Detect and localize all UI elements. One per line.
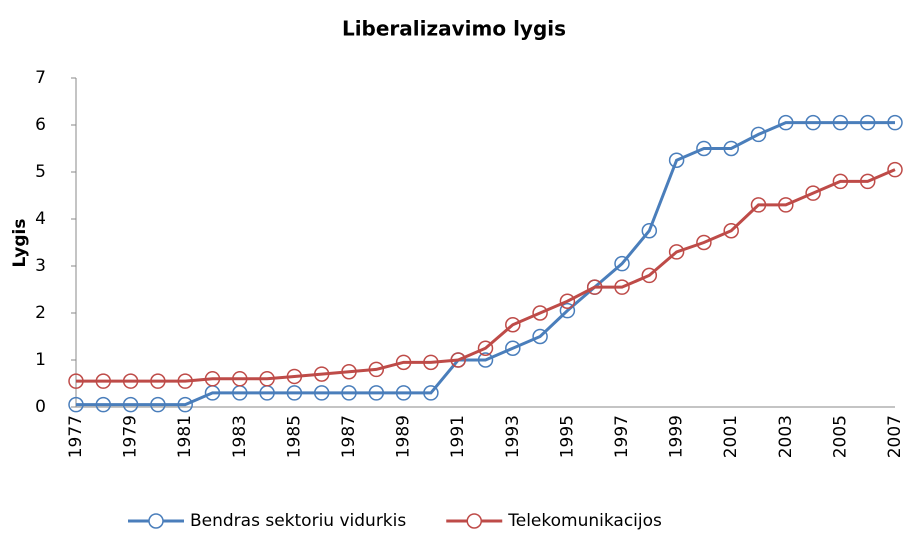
marker — [150, 373, 166, 389]
y-tick-label: 4 — [35, 209, 46, 229]
x-tick-label: 2007 — [885, 415, 905, 458]
marker — [313, 366, 330, 382]
chart-title: Liberalizavimo lygis — [342, 17, 566, 41]
marker — [778, 197, 794, 213]
marker — [395, 385, 412, 401]
marker — [477, 340, 494, 356]
marker — [586, 279, 603, 295]
marker — [532, 328, 548, 345]
x-tick-label: 1979 — [121, 415, 141, 458]
marker — [286, 368, 303, 385]
y-tick-label: 3 — [35, 256, 46, 276]
marker — [423, 385, 439, 401]
marker — [341, 364, 357, 380]
marker — [887, 161, 903, 178]
y-tick-label: 7 — [35, 68, 46, 88]
marker — [750, 197, 767, 213]
marker — [368, 361, 385, 378]
marker — [68, 396, 84, 413]
marker — [313, 385, 330, 401]
marker — [505, 317, 521, 333]
y-axis-label: Lygis — [10, 219, 30, 268]
marker — [778, 114, 794, 131]
marker — [641, 267, 658, 284]
x-tick-label: 1983 — [230, 415, 250, 458]
legend-label: Telekomunikacijos — [507, 511, 662, 531]
marker — [859, 114, 876, 131]
marker — [477, 352, 494, 368]
marker — [150, 396, 166, 413]
x-tick-label: 2003 — [776, 415, 796, 458]
legend-marker — [466, 513, 482, 529]
y-tick-label: 6 — [35, 115, 46, 135]
marker — [395, 354, 412, 371]
y-tick-label: 5 — [35, 162, 46, 182]
marker — [614, 255, 630, 272]
marker — [505, 340, 521, 356]
marker — [177, 373, 193, 389]
x-tick-label: 1999 — [667, 415, 687, 458]
x-tick-label: 2001 — [721, 415, 741, 458]
x-tick-label: 1991 — [448, 415, 468, 458]
marker — [750, 126, 767, 143]
marker — [887, 114, 903, 131]
x-tick-label: 1995 — [557, 415, 577, 458]
y-tick-label: 0 — [35, 397, 46, 417]
marker — [696, 234, 712, 251]
marker — [95, 373, 112, 389]
marker — [68, 373, 84, 389]
marker — [559, 293, 576, 309]
marker — [614, 279, 630, 295]
marker — [805, 185, 821, 201]
x-tick-label: 1977 — [66, 415, 86, 458]
x-tick-label: 1985 — [284, 415, 304, 458]
marker — [204, 371, 221, 387]
marker — [723, 140, 739, 157]
x-tick-label: 1987 — [339, 415, 359, 458]
series-line — [76, 121, 895, 407]
marker — [368, 385, 385, 401]
marker — [723, 223, 739, 239]
marker — [668, 244, 685, 260]
marker — [259, 371, 275, 387]
x-tick-label: 1981 — [175, 415, 195, 458]
x-tick-label: 1997 — [612, 415, 632, 458]
series-line — [76, 168, 896, 383]
marker — [696, 140, 712, 157]
marker — [286, 385, 303, 401]
marker — [95, 396, 112, 413]
x-tick-label: 1993 — [503, 415, 523, 458]
legend-marker — [148, 513, 164, 529]
marker — [122, 396, 139, 413]
marker — [532, 305, 548, 321]
marker — [450, 352, 466, 368]
marker — [423, 354, 439, 371]
marker — [859, 173, 876, 190]
marker — [341, 385, 357, 401]
marker — [832, 114, 849, 131]
x-tick-label: 2005 — [830, 415, 850, 458]
marker — [177, 396, 193, 413]
marker — [641, 223, 658, 239]
y-tick-label: 1 — [35, 350, 46, 370]
y-tick-label: 2 — [35, 303, 46, 323]
marker — [122, 373, 139, 389]
marker — [832, 173, 849, 190]
x-tick-label: 1989 — [394, 415, 414, 458]
legend-label: Bendras sektoriu vidurkis — [190, 511, 406, 531]
marker — [668, 152, 685, 168]
marker — [232, 371, 248, 387]
marker — [559, 302, 576, 319]
marker — [805, 114, 821, 131]
